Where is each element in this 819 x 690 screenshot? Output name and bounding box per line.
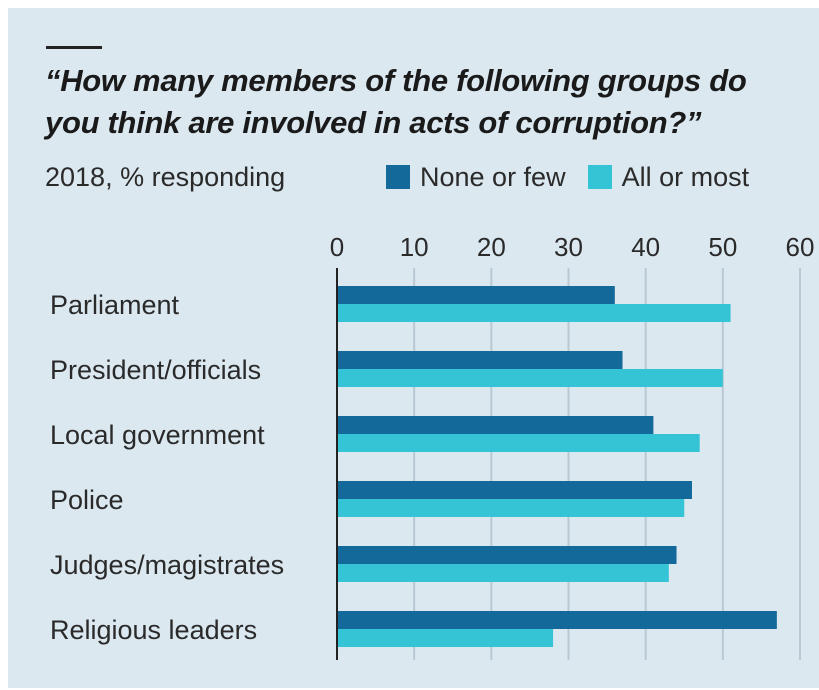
x-tick-label: 0 [330, 232, 344, 262]
legend: None or few All or most [386, 159, 749, 195]
x-tick-label: 60 [786, 232, 815, 262]
category-label: Parliament [50, 290, 180, 320]
category-label: Local government [50, 420, 265, 450]
bar-all-or-most [338, 369, 723, 387]
bar-all-or-most [338, 499, 685, 517]
legend-swatch-none-or-few [386, 165, 410, 189]
bar-none-or-few [338, 481, 692, 499]
bar-none-or-few [338, 351, 623, 369]
legend-label-all-or-most: All or most [621, 162, 750, 192]
bar-none-or-few [338, 286, 615, 304]
legend-label-none-or-few: None or few [420, 162, 566, 192]
x-tick-label: 10 [400, 232, 429, 262]
category-label: Police [50, 485, 124, 515]
x-tick-label: 40 [631, 232, 660, 262]
chart-title: “How many members of the following group… [45, 63, 747, 140]
bar-all-or-most [338, 434, 700, 452]
legend-item-none-or-few: None or few [386, 159, 566, 195]
bar-all-or-most [338, 629, 554, 647]
category-label: President/officials [50, 355, 261, 385]
x-tick-label: 50 [708, 232, 737, 262]
x-tick-label: 30 [554, 232, 583, 262]
category-label: Religious leaders [50, 615, 257, 645]
bar-none-or-few [338, 416, 654, 434]
legend-item-all-or-most: All or most [587, 159, 750, 195]
bar-all-or-most [338, 564, 669, 582]
bar-none-or-few [338, 546, 677, 564]
x-tick-label: 20 [477, 232, 506, 262]
title-rule [46, 46, 102, 49]
category-label: Judges/magistrates [50, 550, 284, 580]
bar-none-or-few [338, 611, 777, 629]
chart-subtitle: 2018, % responding [45, 162, 286, 192]
legend-swatch-all-or-most [587, 165, 612, 189]
bar-all-or-most [338, 304, 731, 322]
